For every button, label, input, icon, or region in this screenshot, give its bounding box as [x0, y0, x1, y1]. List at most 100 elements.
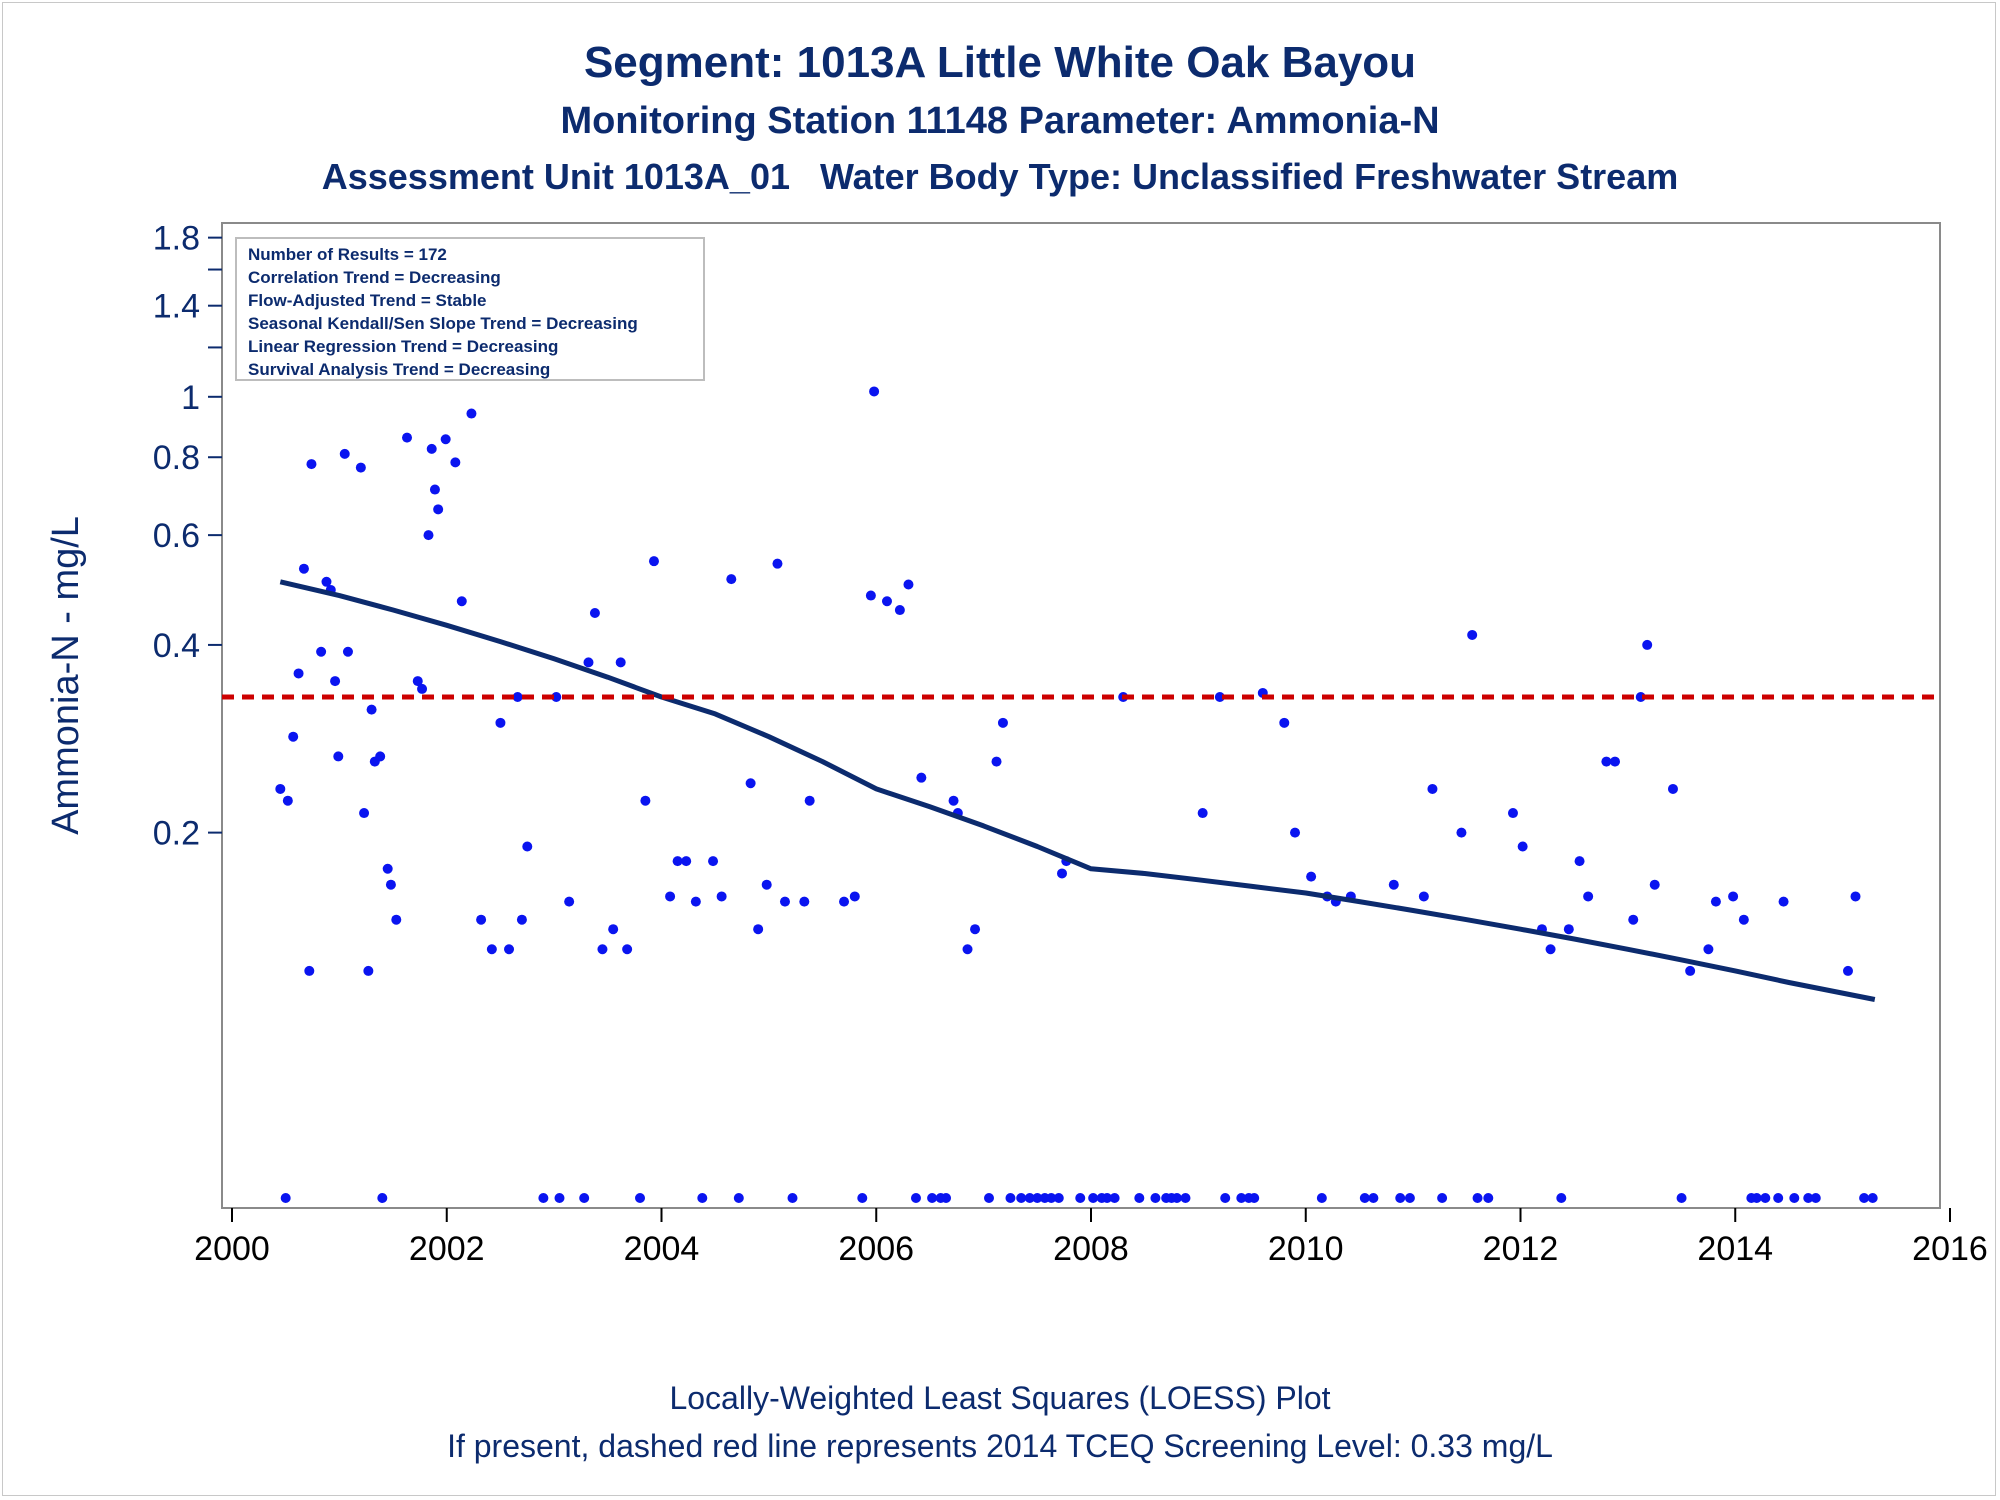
data-point: [355, 462, 366, 473]
censored-point: [1150, 1193, 1161, 1203]
censored-point: [1773, 1193, 1784, 1203]
stats-line: Survival Analysis Trend = Decreasing: [248, 360, 550, 379]
data-point: [304, 965, 315, 976]
data-point: [504, 944, 515, 955]
censored-point: [1109, 1193, 1120, 1203]
censored-point: [927, 1193, 938, 1203]
censored-point: [554, 1193, 565, 1203]
data-point: [1667, 783, 1678, 794]
data-point: [522, 841, 533, 852]
data-point: [881, 596, 892, 607]
censored-point: [1249, 1193, 1260, 1203]
censored-point: [1676, 1193, 1687, 1203]
data-point: [865, 590, 876, 601]
data-point: [608, 924, 619, 935]
censored-point: [1472, 1193, 1483, 1203]
stats-line: Seasonal Kendall/Sen Slope Trend = Decre…: [248, 314, 638, 333]
censored-point: [1171, 1193, 1182, 1203]
censored-point: [1395, 1193, 1406, 1203]
y-tick-label: 1: [181, 379, 200, 417]
stats-line: Linear Regression Trend = Decreasing: [248, 337, 558, 356]
data-point: [321, 576, 332, 587]
censored-point: [1404, 1193, 1415, 1203]
data-point: [1583, 891, 1594, 902]
data-point: [1545, 944, 1556, 955]
data-point: [385, 879, 396, 890]
data-point: [1574, 856, 1585, 867]
data-point: [869, 386, 880, 397]
footnote-screening: If present, dashed red line represents 2…: [447, 1428, 1553, 1464]
plot-area: [221, 222, 1941, 1209]
data-point: [948, 795, 959, 806]
data-point: [745, 778, 756, 789]
data-point: [681, 856, 692, 867]
data-point: [298, 563, 309, 574]
data-point: [275, 783, 286, 794]
censored-point: [733, 1193, 744, 1203]
censored-point: [1316, 1193, 1327, 1203]
data-point: [583, 657, 594, 668]
data-point: [375, 751, 386, 762]
data-point: [495, 717, 506, 728]
data-point: [1685, 965, 1696, 976]
data-point: [429, 484, 440, 495]
chart-subtitle-2: Assessment Unit 1013A_01 Water Body Type…: [321, 156, 1679, 197]
censored-point: [1760, 1193, 1771, 1203]
censored-point: [377, 1193, 388, 1203]
data-point: [648, 556, 659, 567]
data-point: [366, 704, 377, 715]
stats-box: Number of Results = 172 Correlation Trend…: [235, 237, 705, 381]
data-point: [1778, 896, 1789, 907]
data-point: [1197, 808, 1208, 819]
data-point: [402, 432, 413, 443]
data-point: [1710, 896, 1721, 907]
censored-point: [857, 1193, 868, 1203]
data-point: [426, 443, 437, 454]
censored-point: [1803, 1193, 1814, 1203]
data-point: [440, 434, 451, 445]
censored-point: [1220, 1193, 1231, 1203]
censored-point: [1075, 1193, 1086, 1203]
data-point: [970, 924, 981, 935]
data-point: [1850, 891, 1861, 902]
x-tick-label: 2012: [1483, 1230, 1559, 1268]
x-tick-label: 2004: [624, 1230, 700, 1268]
censored-point: [1032, 1193, 1043, 1203]
censored-point: [697, 1193, 708, 1203]
censored-point: [1437, 1193, 1448, 1203]
censored-point: [1483, 1193, 1494, 1203]
data-point: [333, 751, 344, 762]
censored-point: [983, 1193, 994, 1203]
y-tick-label: 0.4: [153, 627, 200, 665]
censored-point: [635, 1193, 646, 1203]
censored-point: [1359, 1193, 1370, 1203]
data-point: [1467, 629, 1478, 640]
data-point: [804, 795, 815, 806]
censored-point: [787, 1193, 798, 1203]
censored-point: [1088, 1193, 1099, 1203]
stats-box-frame: [235, 237, 705, 381]
chart-subtitle: Monitoring Station 11148 Parameter: Ammo…: [560, 100, 1440, 142]
data-point: [772, 558, 783, 569]
data-point: [423, 530, 434, 541]
data-point: [359, 808, 370, 819]
data-point: [1642, 639, 1653, 650]
data-point: [288, 731, 299, 742]
censored-point: [280, 1193, 291, 1203]
data-point: [622, 944, 633, 955]
data-point: [512, 692, 523, 703]
data-point: [412, 676, 423, 687]
y-tick-label: 1.8: [153, 220, 200, 258]
data-point: [753, 924, 764, 935]
data-point: [589, 608, 600, 619]
data-point: [597, 944, 608, 955]
data-point: [1306, 871, 1317, 882]
data-point: [894, 605, 905, 616]
loess-line: [279, 579, 1876, 1002]
data-point: [1517, 841, 1528, 852]
censored-points: [280, 1193, 1878, 1203]
y-axis-label: Ammonia-N - mg/L: [45, 516, 87, 835]
censored-point: [1810, 1193, 1821, 1203]
data-point: [1728, 891, 1739, 902]
